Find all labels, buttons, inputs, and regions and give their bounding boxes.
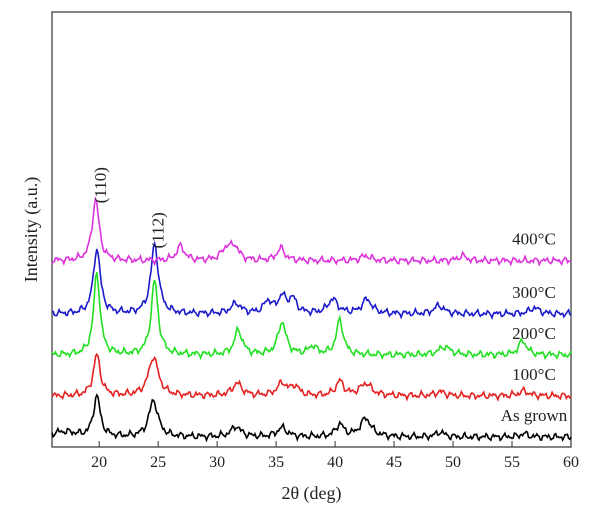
x-tick-label: 30 — [209, 454, 225, 471]
peak-labels: (110) (112) — [91, 167, 168, 248]
peak-label: (110) — [91, 167, 110, 203]
series-label: 300°C — [512, 283, 556, 302]
x-tick-label: 35 — [268, 454, 284, 471]
x-tick-label: 40 — [327, 454, 343, 471]
x-tick-label: 50 — [445, 454, 461, 471]
series-line — [51, 393, 572, 443]
x-tick-label: 20 — [91, 454, 107, 471]
series-line — [51, 240, 572, 321]
plot-frame — [51, 11, 572, 448]
series-label: 400°C — [512, 230, 556, 249]
x-tick-label: 55 — [504, 454, 520, 471]
plot-border — [51, 11, 572, 448]
series-label: As grown — [501, 406, 568, 425]
series-line — [51, 352, 572, 403]
x-tick-label: 45 — [386, 454, 402, 471]
x-axis-ticks: 20 25 30 35 40 45 50 55 60 — [91, 441, 579, 471]
peak-label: (112) — [149, 212, 168, 248]
series-line — [51, 196, 572, 267]
series-label: 100°C — [512, 365, 556, 384]
series-labels: As grown 100°C 200°C 300°C 400°C — [501, 230, 568, 425]
x-tick-label: 60 — [563, 454, 579, 471]
series-line — [51, 272, 572, 361]
series-label: 200°C — [512, 324, 556, 343]
y-axis-label: Intensity (a.u.) — [21, 177, 42, 282]
x-axis-label: 2θ (deg) — [281, 483, 341, 504]
series-lines — [51, 196, 572, 443]
x-tick-label: 25 — [150, 454, 166, 471]
